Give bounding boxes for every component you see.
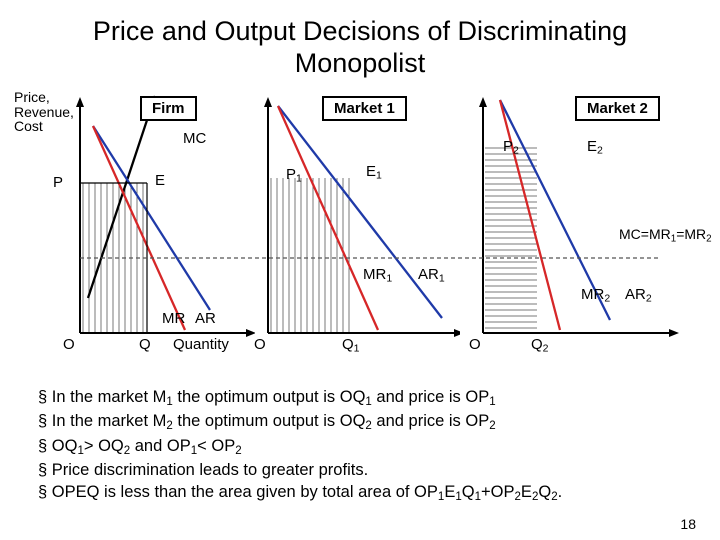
mcmr-label: MC=MR1=MR2 (619, 226, 712, 244)
mr2-label: MR2 (581, 286, 610, 305)
m1-svg (260, 88, 460, 368)
title-line-2: Monopolist (295, 48, 426, 78)
bullet-2: In the market M2 the optimum output is O… (38, 410, 700, 434)
bullet-3: OQ1> OQ2 and OP1< OP2 (38, 435, 700, 459)
bullet-list: In the market M1 the optimum output is O… (38, 386, 700, 506)
q2-label: Q2 (531, 336, 549, 355)
firm-svg (45, 88, 255, 368)
q1-label: Q1 (342, 336, 360, 355)
mr-label: MR (162, 310, 185, 327)
e-label: E (155, 172, 165, 189)
firm-panel-label: Firm (140, 96, 197, 121)
bullet-4: Price discrimination leads to greater pr… (38, 459, 700, 481)
mc-label: MC (183, 130, 206, 147)
title-line-1: Price and Output Decisions of Discrimina… (93, 16, 627, 46)
o-label: O (63, 336, 75, 353)
p-label: P (53, 174, 63, 191)
p2-label: P2 (503, 138, 519, 157)
e2-label: E2 (587, 138, 603, 157)
e1-label: E1 (366, 163, 382, 182)
p1-label: P1 (286, 166, 302, 185)
m2-panel-label: Market 2 (575, 96, 660, 121)
m2-panel: Market 2 P2 E2 MC=MR1=MR2 MR2 AR2 O Q2 (475, 88, 700, 368)
quantity-label: Quantity (173, 336, 229, 353)
diagram-area: Price, Revenue, Cost Firm MC P E MR AR O… (20, 88, 700, 378)
page-number: 18 (680, 516, 696, 532)
ar2-label: AR2 (625, 286, 652, 305)
q-label: Q (139, 336, 151, 353)
ar-label: AR (195, 310, 216, 327)
m1-panel-label: Market 1 (322, 96, 407, 121)
bullet-1: In the market M1 the optimum output is O… (38, 386, 700, 410)
page-title: Price and Output Decisions of Discrimina… (20, 16, 700, 80)
firm-panel: Firm MC P E MR AR O Q Quantity (45, 88, 255, 368)
m1-panel: Market 1 P1 E1 MR1 AR1 O Q1 (260, 88, 460, 368)
ar1-label: AR1 (418, 266, 445, 285)
bullet-5: OPEQ is less than the area given by tota… (38, 481, 700, 505)
mr1-label: MR1 (363, 266, 392, 285)
o2-label: O (469, 336, 481, 353)
o1-label: O (254, 336, 266, 353)
